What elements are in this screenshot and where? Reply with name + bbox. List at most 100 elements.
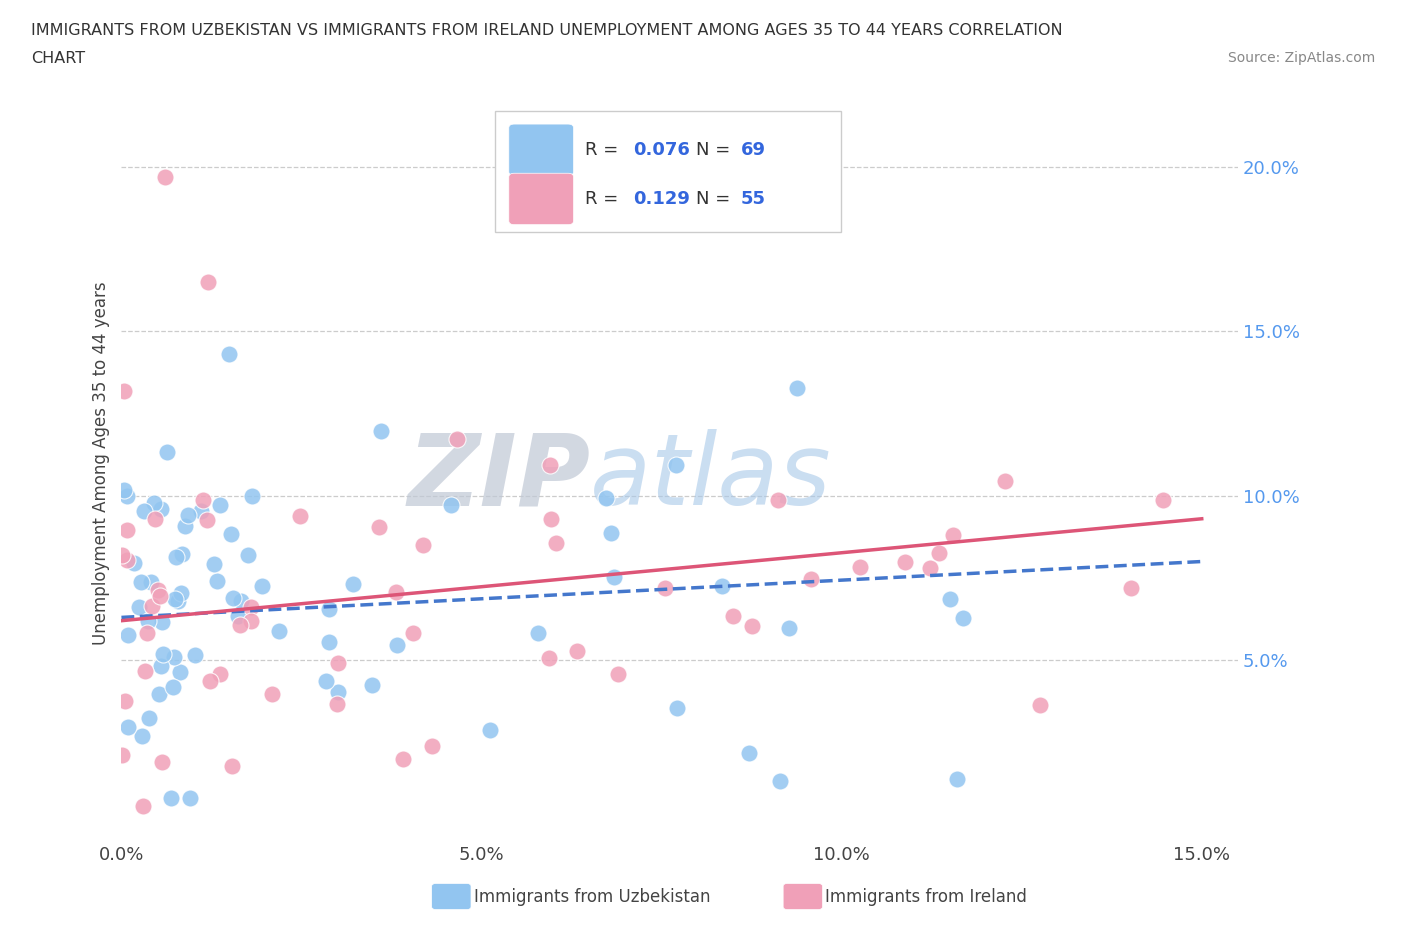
Point — [939, 591, 962, 606]
Point — [607, 667, 630, 682]
Point — [115, 552, 138, 567]
Point — [778, 620, 800, 635]
Point — [150, 615, 173, 630]
Point — [148, 686, 170, 701]
Point — [166, 594, 188, 609]
Point — [328, 684, 350, 699]
Point — [361, 677, 384, 692]
Point — [769, 773, 792, 788]
Point — [131, 799, 153, 814]
Point — [478, 723, 501, 737]
Point — [326, 656, 349, 671]
Point — [117, 489, 139, 504]
Point — [654, 580, 676, 595]
Point — [318, 634, 340, 649]
Point — [420, 738, 443, 753]
Point — [184, 648, 207, 663]
Point — [170, 586, 193, 601]
Point — [565, 644, 588, 658]
FancyBboxPatch shape — [509, 173, 574, 225]
Point — [162, 649, 184, 664]
Text: IMMIGRANTS FROM UZBEKISTAN VS IMMIGRANTS FROM IRELAND UNEMPLOYMENT AMONG AGES 35: IMMIGRANTS FROM UZBEKISTAN VS IMMIGRANTS… — [31, 23, 1063, 38]
Point — [446, 432, 468, 446]
Point — [221, 591, 243, 605]
Point — [190, 504, 212, 519]
Point — [540, 512, 562, 527]
Point — [218, 347, 240, 362]
Point — [117, 627, 139, 642]
Point — [134, 664, 156, 679]
Point — [143, 512, 166, 526]
Point — [1029, 698, 1052, 712]
Point — [786, 380, 808, 395]
Point — [402, 626, 425, 641]
Point — [370, 424, 392, 439]
Point — [198, 674, 221, 689]
Point — [894, 554, 917, 569]
Text: CHART: CHART — [31, 51, 84, 66]
Point — [392, 752, 415, 767]
Point — [112, 384, 135, 399]
Point — [342, 576, 364, 591]
Point — [526, 626, 548, 641]
Point — [290, 509, 312, 524]
Point — [737, 745, 759, 760]
Text: 0.076: 0.076 — [633, 140, 689, 159]
Point — [138, 711, 160, 725]
Point — [538, 458, 561, 472]
Point — [111, 548, 134, 563]
Point — [600, 526, 623, 541]
Text: ZIP: ZIP — [408, 430, 591, 526]
Point — [267, 624, 290, 639]
Point — [952, 611, 974, 626]
Point — [149, 589, 172, 604]
Point — [195, 512, 218, 527]
Point — [162, 679, 184, 694]
Point — [174, 519, 197, 534]
Point — [117, 720, 139, 735]
Point — [231, 593, 253, 608]
Point — [148, 582, 170, 597]
Point — [849, 559, 872, 574]
Point — [226, 609, 249, 624]
Point — [367, 520, 389, 535]
Point — [143, 495, 166, 510]
Point — [219, 526, 242, 541]
Point — [163, 591, 186, 606]
Point — [239, 613, 262, 628]
Point — [928, 546, 950, 561]
Text: N =: N = — [696, 190, 737, 208]
Point — [136, 625, 159, 640]
Point — [240, 488, 263, 503]
Point — [250, 578, 273, 593]
Point — [326, 697, 349, 711]
Point — [946, 772, 969, 787]
Point — [236, 548, 259, 563]
Point — [160, 790, 183, 805]
Point — [920, 561, 942, 576]
Text: Immigrants from Ireland: Immigrants from Ireland — [825, 887, 1028, 906]
Point — [139, 575, 162, 590]
Point — [205, 574, 228, 589]
Point — [315, 673, 337, 688]
Point — [202, 557, 225, 572]
Point — [603, 569, 626, 584]
Point — [128, 600, 150, 615]
Point — [318, 602, 340, 617]
Point — [208, 498, 231, 513]
Point — [122, 556, 145, 571]
Text: Immigrants from Uzbekistan: Immigrants from Uzbekistan — [474, 887, 710, 906]
Point — [129, 575, 152, 590]
FancyBboxPatch shape — [495, 112, 841, 232]
FancyBboxPatch shape — [509, 124, 574, 176]
Text: R =: R = — [585, 140, 624, 159]
Point — [240, 600, 263, 615]
Point — [197, 274, 219, 289]
Point — [440, 498, 463, 512]
Point — [149, 658, 172, 673]
Point — [150, 501, 173, 516]
Point — [385, 585, 408, 600]
Point — [800, 572, 823, 587]
Point — [229, 618, 252, 632]
Point — [179, 790, 201, 805]
